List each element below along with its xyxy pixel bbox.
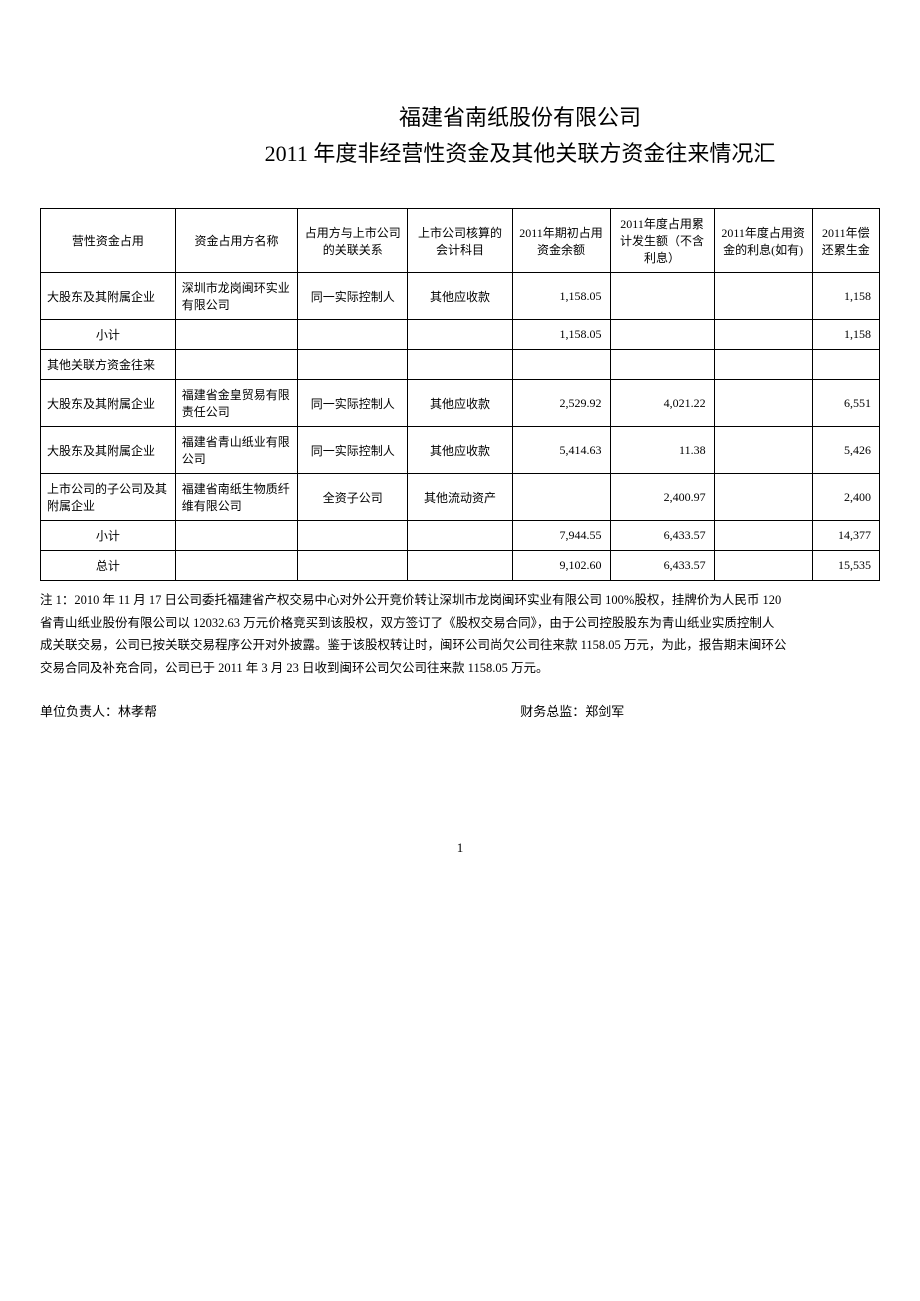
header-category: 营性资金占用 — [41, 209, 176, 273]
table-cell — [714, 551, 812, 581]
table-cell — [298, 320, 408, 350]
table-cell — [714, 273, 812, 320]
table-cell — [714, 380, 812, 427]
table-cell: 福建省金皇贸易有限责任公司 — [175, 380, 297, 427]
table-cell — [175, 551, 297, 581]
table-cell — [175, 320, 297, 350]
table-cell: 同一实际控制人 — [298, 427, 408, 474]
table-cell: 同一实际控制人 — [298, 380, 408, 427]
table-cell: 5,426 — [812, 427, 879, 474]
funds-table: 营性资金占用 资金占用方名称 占用方与上市公司的关联关系 上市公司核算的会计科目… — [40, 208, 880, 581]
header-interest: 2011年度占用资金的利息(如有) — [714, 209, 812, 273]
table-cell — [175, 521, 297, 551]
table-cell — [610, 320, 714, 350]
table-row: 其他关联方资金往来 — [41, 350, 880, 380]
table-cell: 1,158.05 — [512, 320, 610, 350]
note-line: 成关联交易，公司已按关联交易程序公开对外披露。鉴于该股权转让时，闽环公司尚欠公司… — [40, 634, 880, 657]
table-header-row: 营性资金占用 资金占用方名称 占用方与上市公司的关联关系 上市公司核算的会计科目… — [41, 209, 880, 273]
table-cell: 同一实际控制人 — [298, 273, 408, 320]
table-cell: 其他关联方资金往来 — [41, 350, 176, 380]
table-cell — [610, 350, 714, 380]
company-title: 福建省南纸股份有限公司 — [160, 100, 880, 132]
table-cell: 其他应收款 — [408, 427, 512, 474]
table-cell — [714, 350, 812, 380]
table-row: 小计 1,158.05 1,158 — [41, 320, 880, 350]
header-account: 上市公司核算的会计科目 — [408, 209, 512, 273]
table-cell — [512, 350, 610, 380]
note-line: 注 1：2010 年 11 月 17 日公司委托福建省产权交易中心对外公开竞价转… — [40, 589, 880, 612]
table-cell: 全资子公司 — [298, 474, 408, 521]
table-cell — [408, 521, 512, 551]
header-occurred: 2011年度占用累计发生额（不含利息） — [610, 209, 714, 273]
report-title: 2011 年度非经营性资金及其他关联方资金往来情况汇 — [160, 136, 880, 168]
table-row: 上市公司的子公司及其附属企业福建省南纸生物质纤维有限公司全资子公司其他流动资产 2… — [41, 474, 880, 521]
signatures: 单位负责人：林孝帮 财务总监：郑剑军 — [40, 701, 880, 720]
table-cell: 其他应收款 — [408, 273, 512, 320]
table-cell: 4,021.22 — [610, 380, 714, 427]
table-row: 小计 7,944.556,433.57 14,377 — [41, 521, 880, 551]
table-cell — [610, 273, 714, 320]
table-cell: 其他流动资产 — [408, 474, 512, 521]
table-cell — [298, 551, 408, 581]
header-relation: 占用方与上市公司的关联关系 — [298, 209, 408, 273]
title-block: 福建省南纸股份有限公司 2011 年度非经营性资金及其他关联方资金往来情况汇 — [160, 100, 880, 168]
table-cell: 1,158.05 — [512, 273, 610, 320]
table-cell: 1,158 — [812, 273, 879, 320]
notes-block: 注 1：2010 年 11 月 17 日公司委托福建省产权交易中心对外公开竞价转… — [40, 589, 880, 679]
table-cell: 大股东及其附属企业 — [41, 427, 176, 474]
unit-head: 单位负责人：林孝帮 — [40, 701, 157, 720]
table-cell — [298, 350, 408, 380]
table-cell: 1,158 — [812, 320, 879, 350]
table-cell: 小计 — [41, 521, 176, 551]
header-repaid: 2011年偿还累生金 — [812, 209, 879, 273]
table-cell: 5,414.63 — [512, 427, 610, 474]
table-row: 大股东及其附属企业福建省金皇贸易有限责任公司同一实际控制人其他应收款2,529.… — [41, 380, 880, 427]
table-cell: 6,433.57 — [610, 551, 714, 581]
table-cell — [298, 521, 408, 551]
table-cell: 15,535 — [812, 551, 879, 581]
table-cell: 小计 — [41, 320, 176, 350]
table-cell — [408, 320, 512, 350]
table-cell — [714, 474, 812, 521]
note-line: 交易合同及补充合同，公司已于 2011 年 3 月 23 日收到闽环公司欠公司往… — [40, 657, 880, 680]
table-cell: 11.38 — [610, 427, 714, 474]
table-cell — [812, 350, 879, 380]
table-cell — [714, 320, 812, 350]
note-line: 省青山纸业股份有限公司以 12032.63 万元价格竞买到该股权，双方签订了《股… — [40, 612, 880, 635]
table-cell: 6,551 — [812, 380, 879, 427]
table-cell: 大股东及其附属企业 — [41, 380, 176, 427]
table-cell: 9,102.60 — [512, 551, 610, 581]
table-cell: 深圳市龙岗闽环实业有限公司 — [175, 273, 297, 320]
table-cell: 其他应收款 — [408, 380, 512, 427]
header-party: 资金占用方名称 — [175, 209, 297, 273]
table-cell: 14,377 — [812, 521, 879, 551]
table-cell — [175, 350, 297, 380]
table-cell — [714, 521, 812, 551]
table-cell: 总计 — [41, 551, 176, 581]
table-row: 大股东及其附属企业福建省青山纸业有限公司同一实际控制人其他应收款5,414.63… — [41, 427, 880, 474]
table-cell: 2,400.97 — [610, 474, 714, 521]
header-opening: 2011年期初占用资金余额 — [512, 209, 610, 273]
table-row: 总计 9,102.606,433.57 15,535 — [41, 551, 880, 581]
table-row: 大股东及其附属企业深圳市龙岗闽环实业有限公司同一实际控制人其他应收款1,158.… — [41, 273, 880, 320]
table-cell: 福建省青山纸业有限公司 — [175, 427, 297, 474]
page-number: 1 — [40, 840, 880, 856]
table-cell: 2,529.92 — [512, 380, 610, 427]
cfo: 财务总监：郑剑军 — [520, 701, 624, 720]
table-cell — [714, 427, 812, 474]
table-cell: 7,944.55 — [512, 521, 610, 551]
table-cell: 2,400 — [812, 474, 879, 521]
table-cell: 6,433.57 — [610, 521, 714, 551]
table-cell — [408, 551, 512, 581]
table-cell: 大股东及其附属企业 — [41, 273, 176, 320]
table-cell: 福建省南纸生物质纤维有限公司 — [175, 474, 297, 521]
table-cell: 上市公司的子公司及其附属企业 — [41, 474, 176, 521]
table-cell — [512, 474, 610, 521]
table-cell — [408, 350, 512, 380]
